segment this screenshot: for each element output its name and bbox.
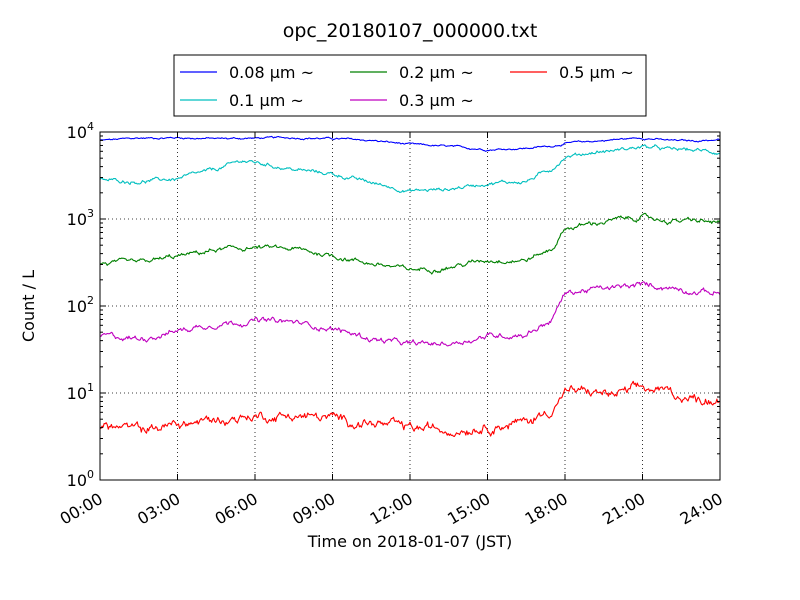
legend-item: 0.3 µm ~: [350, 91, 474, 110]
y-tick-exponent: 3: [87, 207, 94, 220]
y-tick-label: 100: [67, 468, 94, 490]
y-tick-exponent: 0: [87, 468, 94, 481]
y-tick-base: 10: [67, 471, 87, 490]
y-tick-base: 10: [67, 123, 87, 142]
x-axis-label: Time on 2018-01-07 (JST): [307, 532, 512, 551]
legend-label: 0.1 µm ~: [229, 91, 304, 110]
axis-ticks: [99, 131, 721, 481]
series-lines: [99, 135, 721, 437]
y-tick-label: 104: [67, 120, 94, 142]
y-tick-exponent: 4: [87, 120, 94, 133]
legend-label: 0.3 µm ~: [399, 91, 474, 110]
y-tick-label: 103: [67, 207, 94, 229]
legend-label: 0.08 µm ~: [229, 63, 314, 82]
series-line-0: [99, 135, 720, 152]
y-tick-exponent: 2: [87, 294, 94, 307]
y-axis-label: Count / L: [19, 270, 38, 342]
legend-label: 0.2 µm ~: [399, 63, 474, 82]
y-tick-base: 10: [67, 210, 87, 229]
legend: 0.08 µm ~ 0.2 µm ~ 0.5 µm ~ 0.1 µm ~ 0.3 µm …: [173, 54, 647, 117]
legend-frame: [173, 54, 647, 117]
legend-item: 0.1 µm ~: [180, 91, 304, 110]
legend-item: 0.2 µm ~: [350, 63, 474, 82]
chart-title: opc_20180107_000000.txt: [283, 20, 538, 42]
y-tick-label: 102: [67, 294, 94, 316]
legend-item: 0.08 µm ~: [180, 63, 314, 82]
series-line-1: [99, 144, 721, 193]
y-tick-label: 101: [67, 381, 94, 403]
series-line-2: [99, 212, 721, 275]
y-tick-exponent: 1: [87, 381, 94, 394]
grid: [100, 132, 720, 480]
series-line-3: [99, 281, 721, 347]
legend-item: 0.5 µm ~: [510, 63, 634, 82]
series-line-4: [99, 380, 721, 437]
y-tick-base: 10: [67, 384, 87, 403]
legend-label: 0.5 µm ~: [559, 63, 634, 82]
y-tick-base: 10: [67, 297, 87, 316]
